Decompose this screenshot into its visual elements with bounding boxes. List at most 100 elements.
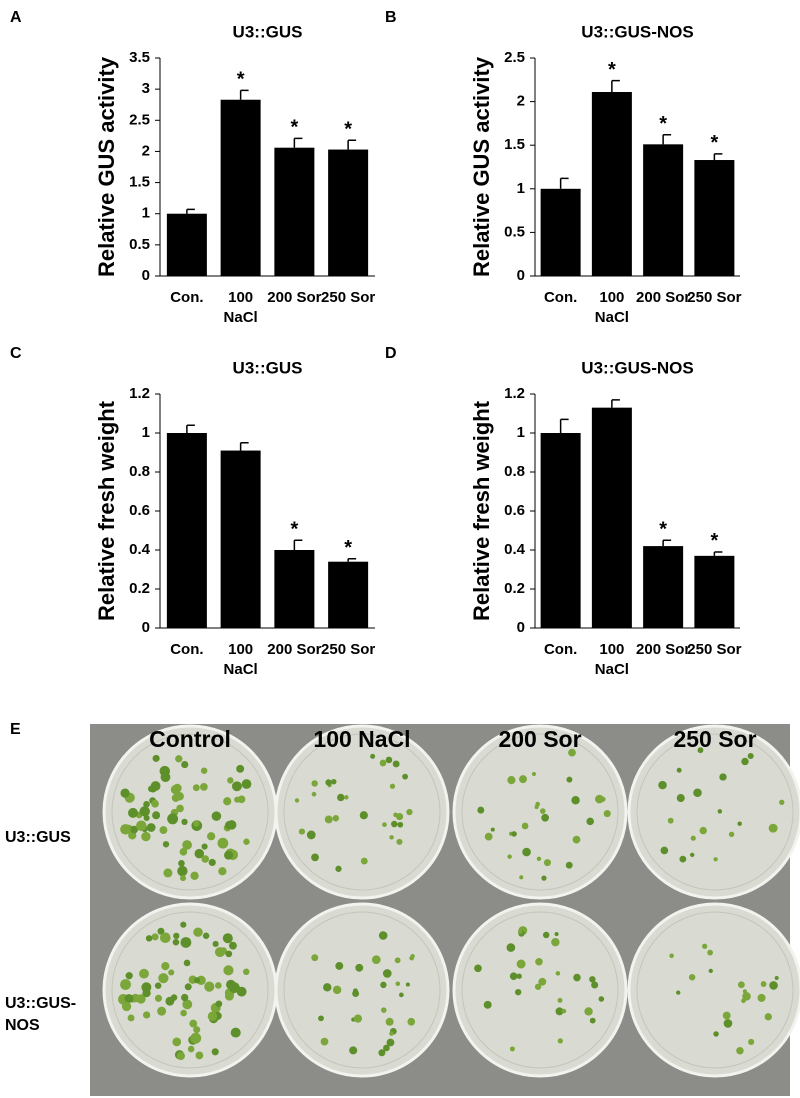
seedling — [398, 992, 404, 998]
seedling — [183, 959, 191, 967]
seedling — [522, 847, 531, 857]
seedling — [125, 972, 133, 980]
y-tick-label: 0.5 — [129, 236, 150, 253]
bar — [166, 433, 207, 628]
seedling — [353, 988, 358, 994]
seedling — [359, 811, 368, 820]
seedling — [170, 994, 178, 1001]
seedling — [349, 1046, 358, 1055]
seedling — [586, 817, 594, 826]
y-tick-label: 1 — [517, 424, 525, 441]
seedling — [396, 838, 403, 845]
y-tick-label: 0 — [142, 619, 150, 636]
petri-dish — [627, 902, 800, 1078]
column-label: 100 NaCl — [313, 726, 410, 752]
seedling — [676, 990, 681, 995]
seedling — [181, 818, 188, 826]
significance-mark: * — [710, 530, 718, 552]
seedling — [389, 835, 394, 840]
seedling — [167, 813, 179, 825]
seedling — [477, 806, 485, 814]
seedling — [690, 835, 696, 841]
x-tick-label: 100 NaCl — [223, 289, 258, 326]
seedling — [660, 846, 669, 855]
seedling — [120, 979, 131, 990]
seedling — [176, 804, 184, 813]
seedling — [170, 784, 181, 795]
seedling — [335, 961, 344, 970]
seedling — [131, 993, 140, 1003]
seedling — [214, 982, 222, 989]
bar — [274, 550, 315, 628]
seedling — [693, 788, 702, 798]
seedling — [669, 953, 674, 959]
x-tick-label: 250 Sor — [321, 641, 376, 658]
seedling — [561, 1008, 567, 1014]
seedling — [157, 927, 165, 935]
seedling — [543, 859, 551, 867]
seedling — [152, 811, 161, 820]
seedling — [713, 857, 718, 862]
y-tick-label: 1.2 — [129, 385, 150, 402]
y-tick-label: 3 — [142, 80, 150, 97]
seedling — [573, 973, 581, 982]
seedling — [589, 1017, 596, 1024]
seedling — [541, 875, 547, 881]
seedling — [516, 959, 526, 969]
seedling — [151, 799, 159, 808]
seedling — [236, 764, 245, 773]
error-bar — [559, 177, 569, 189]
seedling — [699, 826, 707, 835]
significance-mark: * — [608, 59, 616, 81]
seedling — [159, 826, 168, 835]
petri-dish-rim — [461, 911, 619, 1069]
error-bar — [186, 208, 195, 214]
seedling — [172, 1037, 182, 1047]
seedling — [521, 822, 529, 830]
x-tick-label: 200 Sor — [267, 289, 322, 306]
seedling — [395, 981, 401, 986]
bar — [166, 213, 207, 276]
seedling — [378, 931, 388, 940]
x-tick-label: 250 Sor — [321, 289, 376, 306]
petri-dish-rim — [111, 733, 269, 891]
seedling — [243, 838, 250, 845]
seedling — [173, 932, 180, 940]
y-tick-label: 0.6 — [129, 502, 150, 519]
panel-letter: C — [10, 345, 22, 362]
seedling — [208, 858, 216, 867]
error-bar — [293, 137, 303, 148]
seedling — [589, 976, 596, 983]
seedling — [769, 981, 778, 990]
seedling — [371, 955, 381, 965]
y-tick-label: 2 — [517, 93, 525, 110]
x-tick-label: 250 Sor — [687, 289, 742, 306]
seedling — [554, 931, 559, 937]
seedling — [180, 937, 192, 948]
y-tick-label: 0.8 — [129, 463, 150, 480]
seedling — [124, 994, 134, 1003]
seedling — [200, 767, 208, 774]
seedling — [311, 791, 317, 797]
bar — [540, 433, 581, 628]
seedling — [181, 761, 189, 769]
y-tick-label: 1 — [517, 180, 525, 197]
x-tick-label: Con. — [543, 641, 578, 658]
seedling — [154, 994, 163, 1002]
seedling — [409, 955, 415, 961]
seedling — [193, 820, 200, 827]
seedling — [193, 977, 201, 984]
seedling — [154, 982, 162, 989]
y-tick-label: 0.5 — [504, 223, 525, 240]
seedling — [194, 848, 204, 859]
seedling — [145, 935, 153, 942]
error-bar — [239, 442, 249, 451]
seedling — [490, 827, 495, 832]
seedling — [228, 941, 237, 950]
seedling — [708, 968, 713, 973]
seedling — [370, 753, 376, 759]
seedling — [557, 997, 563, 1003]
seedling — [160, 772, 171, 783]
seedling — [163, 868, 173, 878]
